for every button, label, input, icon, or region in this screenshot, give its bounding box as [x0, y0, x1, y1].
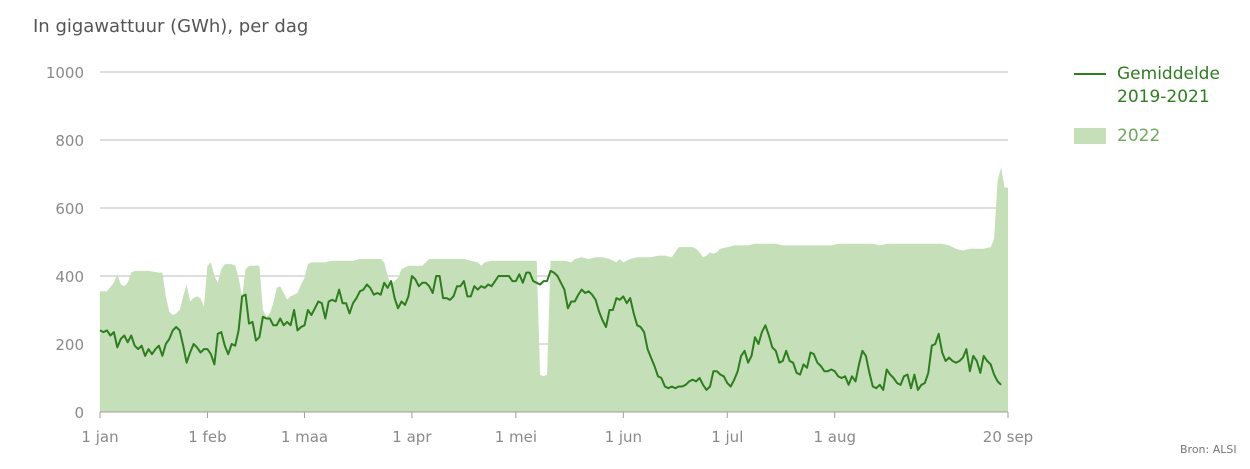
chart-subtitle: In gigawattuur (GWh), per dag	[33, 16, 309, 37]
legend-area-label: 2022	[1117, 126, 1161, 146]
legend-line-label-1: Gemiddelde	[1117, 64, 1220, 84]
x-tick-label: 1 mei	[495, 428, 537, 446]
x-tick-label: 1 jul	[711, 428, 743, 446]
source-note: Bron: ALSI	[1180, 443, 1237, 456]
legend-line-label-2: 2019-2021	[1117, 87, 1210, 107]
x-tick-label: 1 aug	[813, 428, 856, 446]
y-tick-label: 800	[55, 132, 84, 150]
x-tick-label: 20 sep	[983, 428, 1033, 446]
x-tick-label: 1 maa	[281, 428, 328, 446]
x-tick-label: 1 jan	[81, 428, 118, 446]
y-tick-label: 200	[55, 336, 84, 354]
x-tick-label: 1 feb	[188, 428, 226, 446]
y-tick-label: 600	[55, 200, 84, 218]
x-axis-ticks: 1 jan 1 feb 1 maa 1 apr 1 mei 1 jun 1 jul 1 aug…	[81, 412, 1033, 446]
legend-line-swatch	[1074, 73, 1106, 75]
y-tick-label: 1000	[46, 64, 84, 82]
y-tick-label: 400	[55, 268, 84, 286]
line-series-gemiddelde	[99, 269, 1002, 391]
y-tick-label: 0	[74, 404, 84, 422]
legend-line-label: Gemiddelde 2019-2021	[1117, 63, 1247, 109]
x-tick-label: 1 apr	[392, 428, 432, 446]
area-series-2022	[100, 167, 1008, 412]
y-axis-ticks: 0 200 400 600 800 1000	[46, 64, 84, 422]
legend-area-swatch	[1074, 128, 1106, 144]
x-tick-label: 1 jun	[605, 428, 643, 446]
